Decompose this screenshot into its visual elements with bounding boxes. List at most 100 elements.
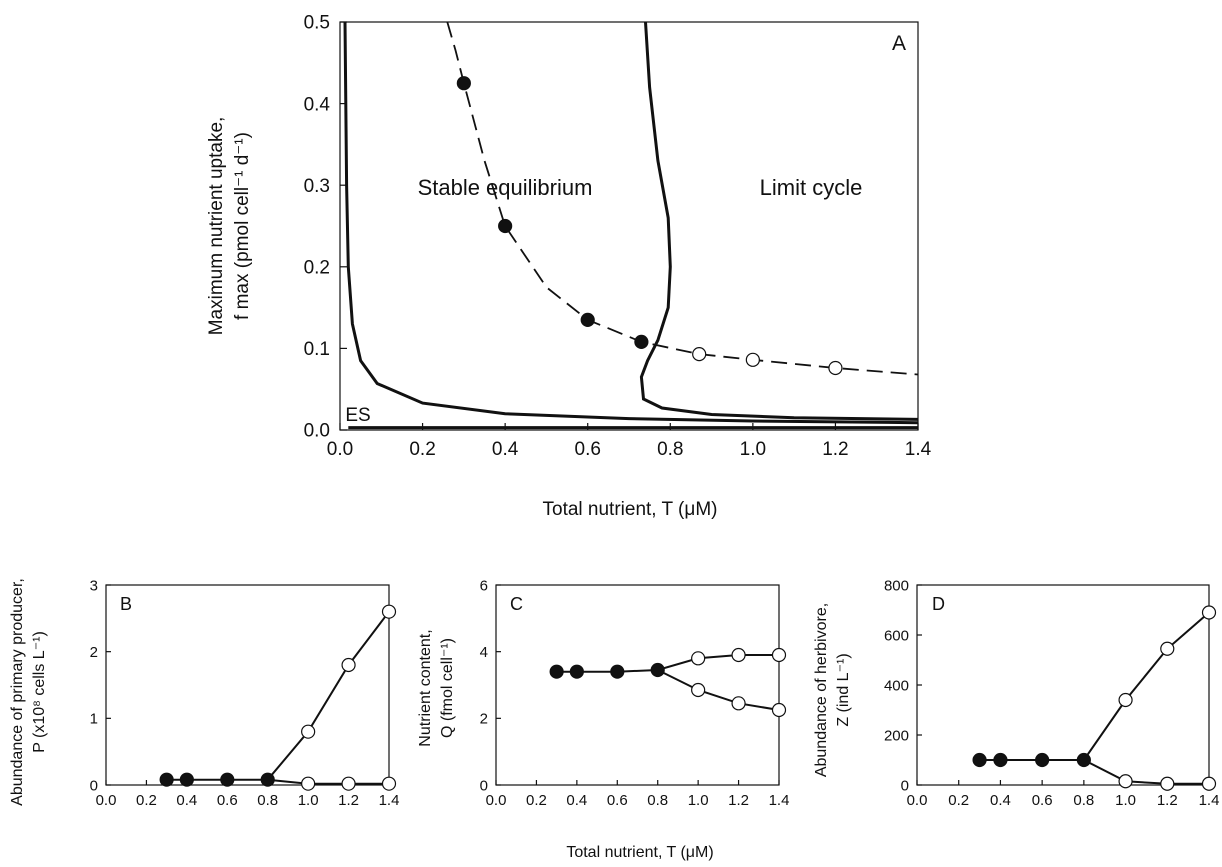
y-tick-label: 0.1: [304, 339, 330, 360]
es-boundary-curve: [343, 22, 918, 425]
y-tick-label: 400: [884, 677, 909, 694]
series-line: [1083, 759, 1209, 785]
y-tick-label: 0.2: [304, 257, 330, 278]
limit-cycle-point: [771, 702, 787, 718]
y-tick-label: 2: [480, 711, 488, 728]
stable-point: [220, 772, 235, 787]
x-tick-label: 0.4: [492, 439, 519, 460]
panel-b-label: B: [120, 594, 132, 614]
stable-point: [993, 752, 1008, 768]
y-tick-label: 0: [901, 777, 909, 794]
limit-cycle-point: [301, 776, 316, 791]
limit-cycle-point: [771, 647, 787, 663]
stable-point: [1076, 752, 1091, 768]
limit-cycle-point: [692, 347, 707, 362]
panel-a-label: A: [892, 32, 906, 55]
panel-a-x-axis-label: Total nutrient, T (μM): [543, 499, 718, 520]
limit-cycle-point: [731, 647, 746, 663]
stable-point: [1035, 752, 1050, 768]
panel-c: C 0 2 4 6 0.0 0.2 0.4 0.6 0.8 1.0 1.2 1.4 Nutrient…: [417, 577, 789, 809]
limit-cycle-point: [1201, 605, 1217, 620]
stable-point: [179, 772, 194, 787]
panel-b-y-axis-label-line2: P (x10⁸ cells L⁻¹): [31, 631, 48, 753]
x-tick-label: 1.0: [1115, 792, 1136, 809]
limit-cycle-point: [341, 657, 356, 673]
y-tick-label: 0: [480, 777, 488, 794]
es-label: ES: [345, 405, 370, 426]
stable-equilibrium-label: Stable equilibrium: [418, 175, 593, 200]
stable-point: [260, 772, 275, 787]
y-tick-label: 0: [90, 777, 98, 794]
limit-cycle-point: [828, 360, 843, 376]
x-tick-label: 0.0: [907, 792, 928, 809]
panel-c-frame: [495, 584, 780, 786]
x-tick-label: 0.2: [136, 792, 157, 809]
series-line: [556, 654, 779, 673]
limit-cycle-point: [691, 682, 706, 698]
series-line: [267, 778, 389, 785]
panel-a: 0.0 0.1 0.2 0.3 0.4 0.5 0.0 0.2 0.4 0.6 0.8 1.0 1.2…: [206, 13, 932, 520]
panel-b-y-axis-label-line1: Abundance of primary producer,: [9, 578, 26, 806]
x-tick-label: 1.4: [379, 792, 400, 809]
stable-point: [549, 664, 564, 679]
x-tick-label: 1.4: [769, 792, 790, 809]
limit-cycle-point: [691, 651, 706, 666]
x-tick-label: 0.0: [486, 792, 507, 809]
panel-d-frame: [916, 584, 1210, 786]
stable-point: [498, 218, 513, 234]
stable-point: [634, 334, 649, 349]
x-tick-label: 0.4: [176, 792, 197, 809]
x-tick-label: 1.0: [298, 792, 319, 809]
stable-point: [650, 662, 665, 678]
limit-cycle-boundary-curve: [639, 22, 918, 421]
stable-point: [580, 312, 595, 327]
limit-cycle-point: [1118, 774, 1133, 789]
panel-d-y-axis-label-line1: Abundance of herbivore,: [813, 603, 830, 777]
panel-d-y-axis-label-line2: Z (ind L⁻¹): [835, 653, 852, 726]
panel-a-y-axis-label-line1: Maximum nutrient uptake,: [206, 117, 227, 336]
limit-cycle-point: [381, 776, 397, 791]
x-tick-label: 1.2: [338, 792, 359, 809]
y-tick-label: 200: [884, 727, 909, 744]
x-tick-label: 1.2: [728, 792, 749, 809]
x-tick-label: 1.4: [905, 439, 932, 460]
stable-point: [972, 752, 987, 768]
x-tick-label: 0.8: [647, 792, 668, 809]
y-tick-label: 0.4: [304, 94, 331, 115]
x-tick-label: 0.2: [948, 792, 969, 809]
limit-cycle-point: [745, 352, 760, 367]
limit-cycle-point: [381, 604, 397, 619]
panel-c-y-axis-label-line1: Nutrient content,: [417, 629, 434, 746]
limit-cycle-point: [1118, 692, 1133, 708]
x-tick-label: 0.4: [566, 792, 587, 809]
x-tick-label: 0.6: [1032, 792, 1053, 809]
y-tick-label: 0.3: [304, 176, 330, 197]
y-tick-label: 800: [884, 577, 909, 594]
limit-cycle-point: [731, 696, 746, 711]
x-tick-label: 0.8: [257, 792, 278, 809]
x-tick-label: 0.0: [96, 792, 117, 809]
x-tick-label: 0.8: [657, 439, 683, 460]
series-line: [657, 669, 780, 711]
bottom-x-axis-label: Total nutrient, T (μM): [566, 844, 713, 861]
limit-cycle-label: Limit cycle: [760, 175, 863, 200]
stable-point: [159, 772, 174, 787]
limit-cycle-point: [1201, 776, 1217, 791]
x-tick-label: 0.8: [1073, 792, 1094, 809]
y-tick-label: 0.0: [304, 421, 330, 442]
limit-cycle-point: [1160, 776, 1175, 791]
x-tick-label: 1.2: [822, 439, 848, 460]
panel-d: D 0 200 400 600 800 0.0 0.2 0.4 0.6 0.8 1.0 1.2 1.4…: [813, 577, 1219, 809]
y-tick-label: 1: [90, 711, 98, 728]
stable-point: [569, 664, 584, 679]
series-line: [166, 611, 390, 781]
x-tick-label: 0.2: [526, 792, 547, 809]
y-tick-label: 4: [480, 644, 488, 661]
limit-cycle-point: [301, 724, 316, 739]
limit-cycle-point: [341, 776, 356, 791]
x-tick-label: 1.0: [688, 792, 709, 809]
series-line: [979, 611, 1210, 761]
panel-a-y-axis-label-line2: f max (pmol cell⁻¹ d⁻¹): [232, 132, 253, 320]
x-tick-label: 0.0: [327, 439, 353, 460]
